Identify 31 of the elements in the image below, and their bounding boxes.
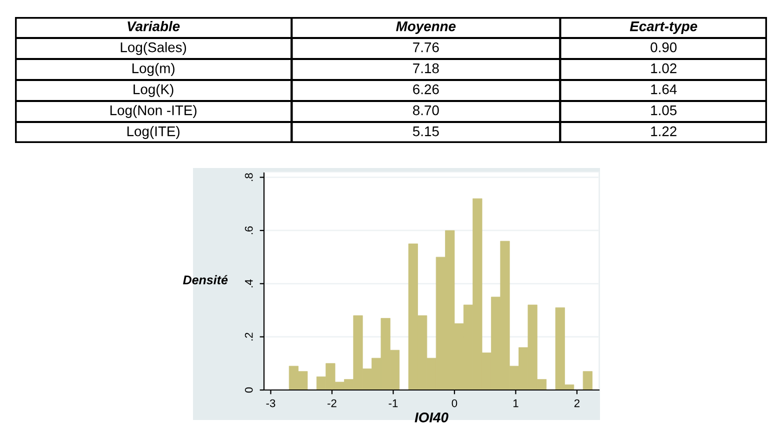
x-tick-label: Ecart-type xyxy=(630,22,698,34)
y-tick-label: Log(Non -ITE) xyxy=(110,105,196,118)
y-tick-label: .4 xyxy=(245,279,253,288)
data-label: 0.90 xyxy=(650,42,677,52)
y-tick-label: Log(m) xyxy=(132,63,174,76)
data-label: 7.76 xyxy=(413,42,439,52)
y-tick-label: .2 xyxy=(244,332,253,340)
y-tick-label: 0 xyxy=(244,387,253,393)
x-tick-label: -2 xyxy=(328,399,336,408)
y-tick-label: .6 xyxy=(244,226,253,234)
data-label: 8.70 xyxy=(413,105,439,116)
x-tick-label: 0 xyxy=(452,399,458,408)
data-label: 7.18 xyxy=(413,63,439,74)
x-tick-label: -3 xyxy=(266,399,276,408)
data-label: 5.15 xyxy=(412,126,439,136)
data-label: 1.22 xyxy=(651,126,676,136)
y-tick-label: .8 xyxy=(244,173,253,181)
y-axis-title: Variable xyxy=(128,21,180,32)
x-tick-label: -1 xyxy=(388,399,398,408)
data-label: 1.02 xyxy=(651,63,676,74)
y-tick-label: Log(ITE) xyxy=(127,126,180,139)
y-axis-title: Densité xyxy=(183,275,228,284)
x-tick-label: 2 xyxy=(574,399,580,408)
y-tick-label: Log(K) xyxy=(134,84,174,97)
data-label: 6.26 xyxy=(413,84,439,94)
data-label: 1.64 xyxy=(651,84,677,94)
x-axis-title: IOI40 xyxy=(414,412,448,422)
x-tick-label: 1 xyxy=(513,399,518,408)
x-tick-label: Moyenne xyxy=(396,22,456,34)
data-label: 1.05 xyxy=(651,105,677,116)
y-tick-label: Log(Sales) xyxy=(120,42,186,55)
